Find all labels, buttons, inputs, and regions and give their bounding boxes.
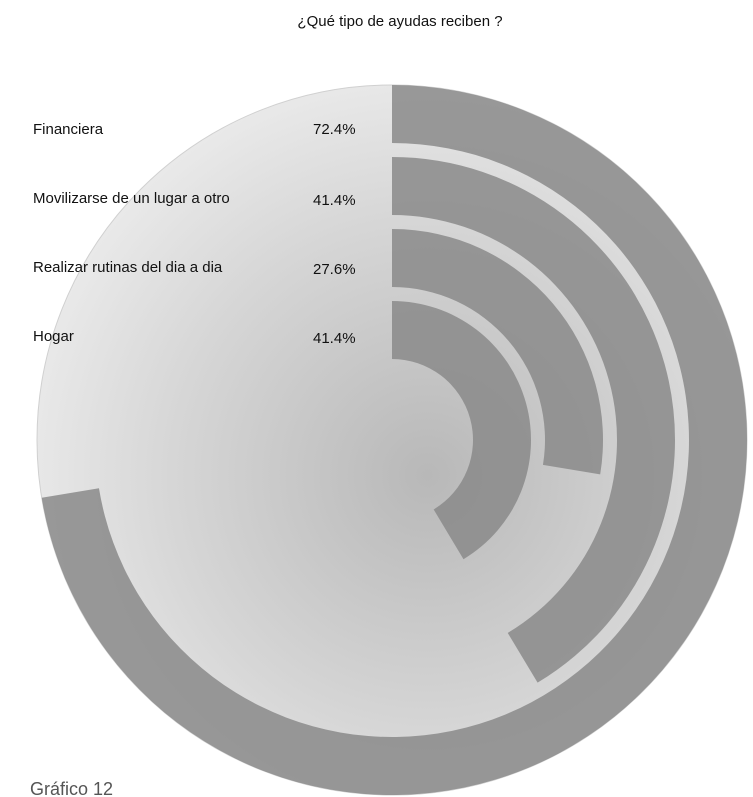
radial-bar xyxy=(392,301,531,560)
radial-bar xyxy=(392,229,603,475)
category-label: Hogar xyxy=(33,328,74,345)
category-label: Financiera xyxy=(33,121,104,138)
radial-bar xyxy=(392,157,676,683)
value-label: 41.4% xyxy=(313,330,356,347)
value-label: 72.4% xyxy=(313,121,356,138)
category-label: Movilizarse de un lugar a otro xyxy=(33,190,230,207)
value-label: 27.6% xyxy=(313,261,356,278)
caption: Gráfico 12 xyxy=(30,779,113,797)
value-label: 41.4% xyxy=(313,192,356,209)
category-label: Realizar rutinas del dia a dia xyxy=(33,259,223,276)
chart-title: ¿Qué tipo de ayudas reciben ? xyxy=(297,13,502,30)
